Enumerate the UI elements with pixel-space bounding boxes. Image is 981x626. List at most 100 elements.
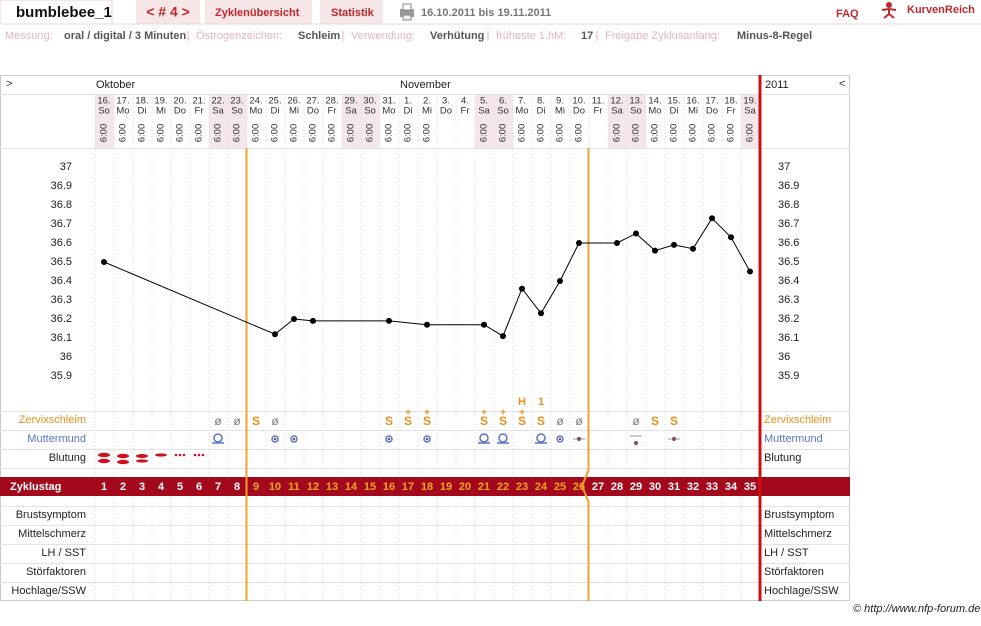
y-tick-label: 36.8 (51, 199, 72, 211)
row-label: Hochlage/SSW (11, 585, 86, 597)
temperature-point (690, 245, 696, 252)
cycle-nav[interactable]: < # 4 > (146, 4, 190, 20)
day-date: 17. (116, 96, 129, 107)
day-weekday: Mi (555, 106, 565, 117)
day-date: 18. (135, 96, 148, 107)
mucus-symbol: S (423, 414, 431, 428)
day-time: 6:00 (137, 124, 148, 143)
weekend-shade (342, 94, 361, 148)
cycle-day: 34 (725, 481, 738, 493)
day-weekday: Do (174, 106, 186, 117)
info-label: Östrogenzeichen: (196, 30, 282, 42)
tab-label[interactable]: Statistik (331, 7, 375, 19)
info-value: 17 (581, 30, 593, 42)
weekend-shade (475, 94, 494, 148)
cycle-day: 18 (421, 481, 433, 493)
day-weekday: Di (138, 106, 147, 117)
day-date: 28. (325, 96, 338, 107)
day-date: 4. (461, 96, 469, 107)
row-label-right: Muttermund (764, 433, 823, 445)
logo-icon (881, 2, 897, 19)
y-tick-label-right: 36.2 (778, 313, 799, 325)
y-tick-label: 36.2 (51, 313, 72, 325)
mucus-symbol: ø (632, 414, 640, 428)
day-time: 6:00 (479, 124, 490, 143)
faq-link[interactable]: FAQ (836, 8, 859, 20)
cervix-dot (273, 437, 277, 441)
cervix-icon (479, 433, 489, 443)
nav-next[interactable]: < (839, 78, 845, 90)
day-weekday: So (98, 106, 110, 117)
nav-prev[interactable]: > (6, 78, 12, 90)
day-time: 6:00 (327, 124, 338, 143)
temperature-point (519, 285, 525, 292)
cycle-day: 29 (630, 481, 642, 493)
day-weekday: Mi (688, 106, 698, 117)
day-date: 3. (442, 96, 450, 107)
temperature-point (272, 331, 278, 338)
info-line: Messung: oral / digital / 3 Minuten Östrog… (5, 30, 812, 42)
printer-body (400, 9, 414, 17)
day-weekday: Fr (594, 106, 603, 117)
day-weekday: Di (537, 106, 546, 117)
cervix-dot (672, 437, 676, 441)
temperature-point (481, 321, 487, 328)
day-date: 13. (629, 96, 642, 107)
bleeding-icon (197, 453, 201, 457)
row-label-right: Mittelschmerz (764, 528, 832, 540)
peak-marker: H (518, 396, 526, 408)
cycle-day: 14 (345, 481, 358, 493)
day-date: 22. (211, 96, 224, 107)
cycle-day: 3 (139, 481, 145, 493)
tab-label[interactable]: Zyklenübersicht (215, 7, 300, 19)
row-label: LH / SST (41, 547, 86, 559)
row-label-right: Brustsymptom (764, 509, 834, 521)
day-date: 8. (537, 96, 545, 107)
row-label-right: Zervixschleim (764, 414, 831, 426)
tab[interactable] (320, 0, 383, 24)
day-date: 26. (287, 96, 300, 107)
cycle-day: 11 (288, 481, 300, 493)
mucus-plus: + (424, 408, 430, 419)
day-date: 10. (572, 96, 585, 107)
bleeding-icon (117, 453, 129, 459)
y-tick-label-right: 36.1 (778, 332, 799, 344)
row-label: Blutung (49, 452, 86, 464)
day-time: 6:00 (308, 124, 319, 143)
logo-text[interactable]: KurvenReich (907, 4, 975, 16)
day-weekday: So (364, 106, 376, 117)
day-time: 6:00 (384, 124, 395, 143)
tab[interactable] (205, 0, 312, 24)
day-weekday: Fr (461, 106, 470, 117)
cycle-day: 9 (253, 481, 259, 493)
bleeding-icons (98, 452, 205, 465)
weekend-shade (228, 94, 247, 148)
y-tick-label-right: 36.4 (778, 275, 799, 287)
day-time: 6:00 (270, 124, 281, 143)
cervix-icons (212, 433, 680, 444)
day-weekday: Mo (382, 106, 395, 117)
cervix-dots (273, 437, 676, 445)
bleeding-icon (98, 452, 110, 458)
y-tick-label-right: 36.6 (778, 237, 799, 249)
copyright: © http://www.nfp-forum.de (853, 603, 980, 615)
day-weekday: So (231, 106, 243, 117)
day-time: 6:00 (574, 124, 585, 143)
cycle-day: 12 (307, 481, 319, 493)
mucus-symbol: ø (214, 414, 222, 428)
y-tick-label-right: 36.5 (778, 256, 799, 268)
day-time: 6:00 (232, 124, 243, 143)
cycle-day: 19 (440, 481, 452, 493)
bleeding-icon (155, 453, 167, 457)
cervix-icon (498, 433, 508, 443)
info-label: Freigabe Zyklusanfang: (605, 30, 720, 42)
mucus-symbol: S (385, 414, 393, 428)
nav-tab[interactable] (136, 0, 200, 24)
day-date: 12. (610, 96, 623, 107)
cycle-day: 23 (516, 481, 528, 493)
printer-icon[interactable] (400, 3, 414, 21)
day-weekday: Do (573, 106, 585, 117)
day-time: 6:00 (517, 124, 528, 143)
